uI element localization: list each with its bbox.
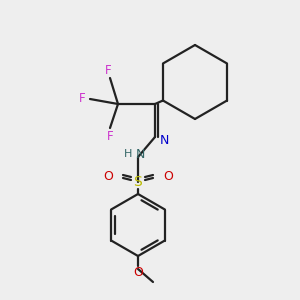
- Text: S: S: [134, 175, 142, 189]
- Text: O: O: [163, 170, 173, 184]
- Text: N: N: [159, 134, 169, 146]
- Text: F: F: [79, 92, 85, 106]
- Text: O: O: [103, 170, 113, 184]
- Text: F: F: [107, 130, 113, 142]
- Text: N: N: [135, 148, 145, 160]
- Text: O: O: [133, 266, 143, 278]
- Text: H: H: [124, 149, 132, 159]
- Text: F: F: [105, 64, 111, 76]
